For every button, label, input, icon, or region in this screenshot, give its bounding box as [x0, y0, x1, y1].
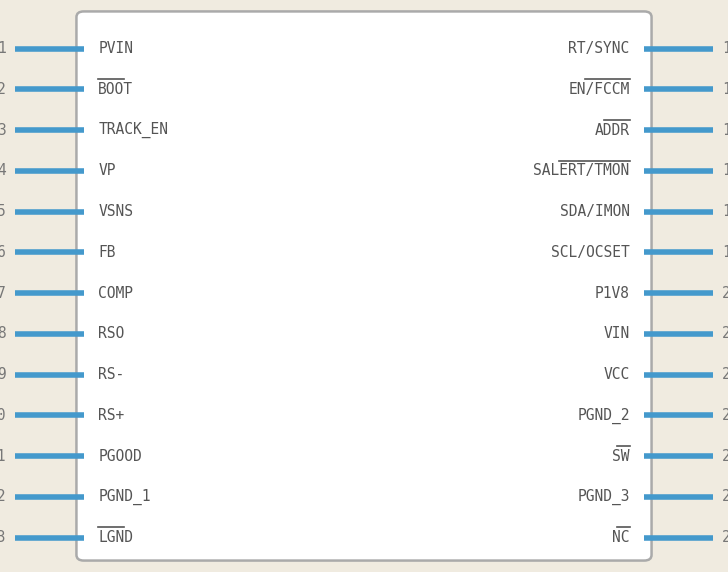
- Text: SDA/IMON: SDA/IMON: [560, 204, 630, 219]
- Text: 11: 11: [0, 448, 6, 464]
- Text: 19: 19: [722, 245, 728, 260]
- Text: 24: 24: [722, 448, 728, 464]
- Text: 21: 21: [722, 327, 728, 341]
- Text: 9: 9: [0, 367, 6, 382]
- Text: 13: 13: [0, 530, 6, 545]
- Text: 4: 4: [0, 164, 6, 178]
- Text: SALERT/TMON: SALERT/TMON: [534, 164, 630, 178]
- Text: TRACK_EN: TRACK_EN: [98, 122, 168, 138]
- Text: PGND_3: PGND_3: [577, 489, 630, 505]
- Text: PGOOD: PGOOD: [98, 448, 142, 464]
- Text: PVIN: PVIN: [98, 41, 133, 56]
- Text: VP: VP: [98, 164, 116, 178]
- Text: VSNS: VSNS: [98, 204, 133, 219]
- Text: EN/FCCM: EN/FCCM: [569, 82, 630, 97]
- Text: RSO: RSO: [98, 327, 124, 341]
- Text: 8: 8: [0, 327, 6, 341]
- Text: SW: SW: [612, 448, 630, 464]
- Text: 26: 26: [722, 530, 728, 545]
- Text: RS+: RS+: [98, 408, 124, 423]
- Text: RS-: RS-: [98, 367, 124, 382]
- Text: 15: 15: [722, 82, 728, 97]
- Text: RT/SYNC: RT/SYNC: [569, 41, 630, 56]
- Text: 3: 3: [0, 122, 6, 138]
- Text: PGND_1: PGND_1: [98, 489, 151, 505]
- Text: COMP: COMP: [98, 285, 133, 301]
- Text: 18: 18: [722, 204, 728, 219]
- Text: 20: 20: [722, 285, 728, 301]
- Text: FB: FB: [98, 245, 116, 260]
- Text: 22: 22: [722, 367, 728, 382]
- Text: 16: 16: [722, 122, 728, 138]
- Text: 17: 17: [722, 164, 728, 178]
- Text: VIN: VIN: [604, 327, 630, 341]
- Text: NC: NC: [612, 530, 630, 545]
- Text: P1V8: P1V8: [595, 285, 630, 301]
- Text: 7: 7: [0, 285, 6, 301]
- Text: ADDR: ADDR: [595, 122, 630, 138]
- Text: BOOT: BOOT: [98, 82, 133, 97]
- Text: 14: 14: [722, 41, 728, 56]
- Text: 23: 23: [722, 408, 728, 423]
- Text: 10: 10: [0, 408, 6, 423]
- Text: PGND_2: PGND_2: [577, 407, 630, 423]
- Text: SCL/OCSET: SCL/OCSET: [551, 245, 630, 260]
- Text: 6: 6: [0, 245, 6, 260]
- Text: 5: 5: [0, 204, 6, 219]
- Text: 1: 1: [0, 41, 6, 56]
- Text: LGND: LGND: [98, 530, 133, 545]
- Text: 12: 12: [0, 490, 6, 505]
- Text: 2: 2: [0, 82, 6, 97]
- FancyBboxPatch shape: [76, 11, 652, 561]
- Text: 25: 25: [722, 490, 728, 505]
- Text: VCC: VCC: [604, 367, 630, 382]
